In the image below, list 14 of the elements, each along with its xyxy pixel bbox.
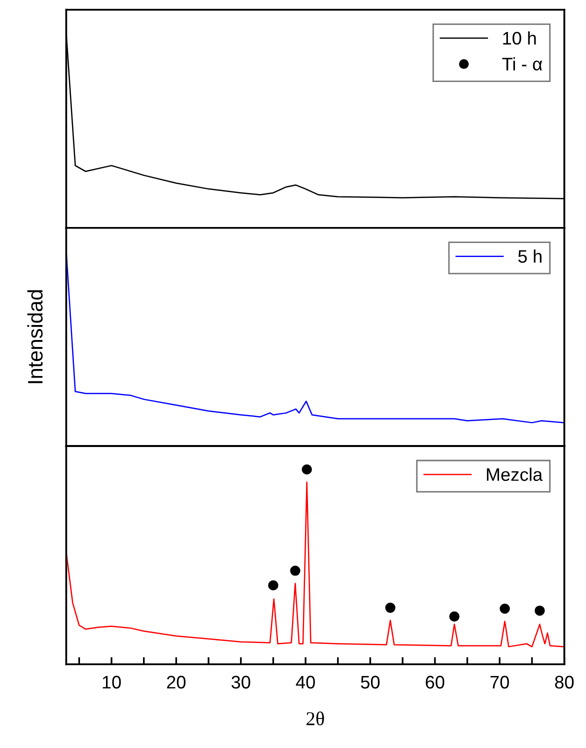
x-tick-label: 20 xyxy=(167,676,186,689)
x-axis-title: 2θ xyxy=(306,712,324,726)
legend-label: Ti - α xyxy=(502,57,542,71)
x-tick-label: 40 xyxy=(296,676,315,689)
x-tick-label: 50 xyxy=(360,676,380,689)
y-axis-title: Intensidad xyxy=(27,290,43,384)
legend-label: 10 h xyxy=(503,31,536,45)
x-tick-label: 70 xyxy=(490,676,509,689)
x-tick-label: 30 xyxy=(232,676,250,689)
legend-label: Mezcla xyxy=(486,468,543,481)
legend-label: 5 h xyxy=(518,250,542,263)
x-tick-label: 10 xyxy=(102,676,121,689)
x-tick-label: 60 xyxy=(426,676,444,689)
x-tick-label: 80 xyxy=(555,676,574,689)
